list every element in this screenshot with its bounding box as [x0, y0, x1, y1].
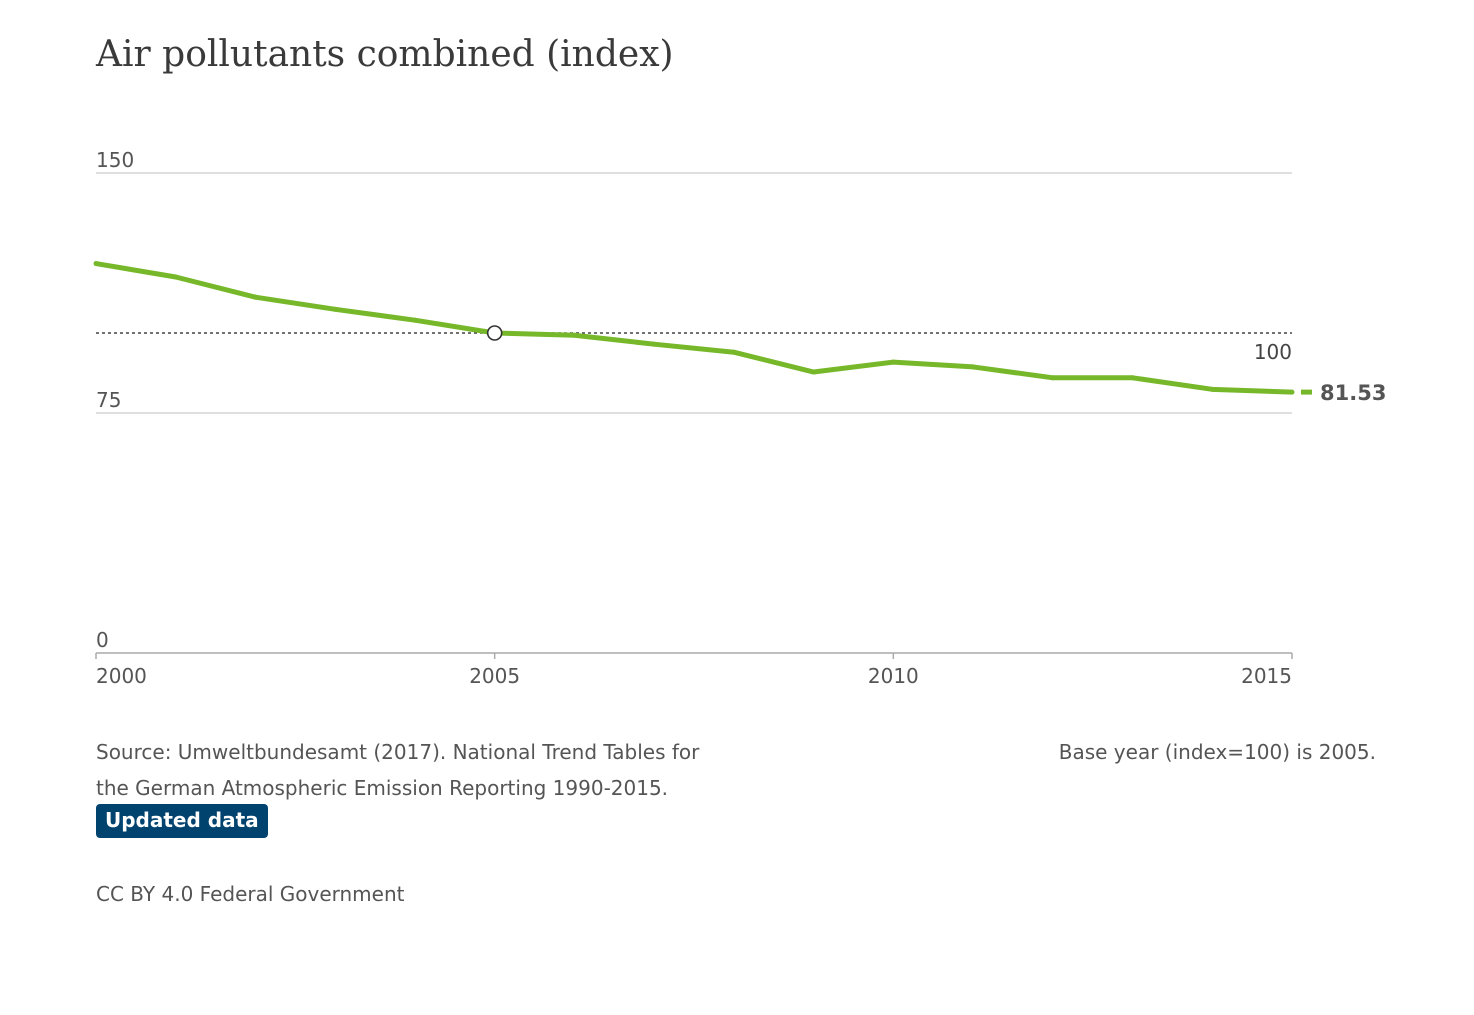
y-tick-label: 150	[96, 148, 134, 172]
chart-title: Air pollutants combined (index)	[96, 34, 674, 75]
updated-data-button[interactable]: Updated data	[96, 804, 268, 838]
reference-line-label: 100	[1254, 340, 1292, 364]
data-point	[890, 359, 896, 365]
x-tick-label: 2010	[868, 664, 919, 688]
reference-layer: 100	[96, 332, 1292, 364]
data-point	[173, 274, 179, 280]
data-point	[970, 364, 976, 370]
marker-layer: 81.53	[486, 325, 1386, 405]
data-point	[811, 369, 817, 375]
base-year-note: Base year (index=100) is 2005.	[1058, 740, 1376, 764]
line-chart: 150 75 0 2000 2005 2010 2015 100 81.53	[93, 148, 1386, 688]
data-point	[1130, 375, 1136, 381]
data-point	[332, 306, 338, 312]
x-tick-label: 2015	[1241, 664, 1292, 688]
y-tick-label: 0	[96, 628, 109, 652]
data-point	[93, 261, 99, 267]
source-note: Source: Umweltbundesamt (2017). National…	[96, 740, 700, 800]
x-tick-label: 2000	[96, 664, 147, 688]
data-point	[252, 294, 258, 300]
y-tick-labels: 150 75 0	[96, 148, 134, 652]
y-tick-label: 75	[96, 388, 121, 412]
license-note: CC BY 4.0 Federal Government	[96, 882, 405, 906]
x-tick-label: 2005	[469, 664, 520, 688]
data-point	[731, 349, 737, 355]
data-point	[571, 332, 577, 338]
data-point	[651, 341, 657, 347]
series-layer	[93, 261, 1295, 395]
series-line	[95, 261, 1293, 395]
x-tick-labels: 2000 2005 2010 2015	[95, 653, 1293, 688]
data-point	[1289, 389, 1295, 395]
end-value-label: 81.53	[1320, 381, 1386, 405]
data-point	[1209, 386, 1215, 392]
grid-layer	[96, 172, 1292, 654]
base-year-marker	[486, 325, 503, 341]
data-point	[412, 317, 418, 323]
data-point	[1050, 375, 1056, 381]
